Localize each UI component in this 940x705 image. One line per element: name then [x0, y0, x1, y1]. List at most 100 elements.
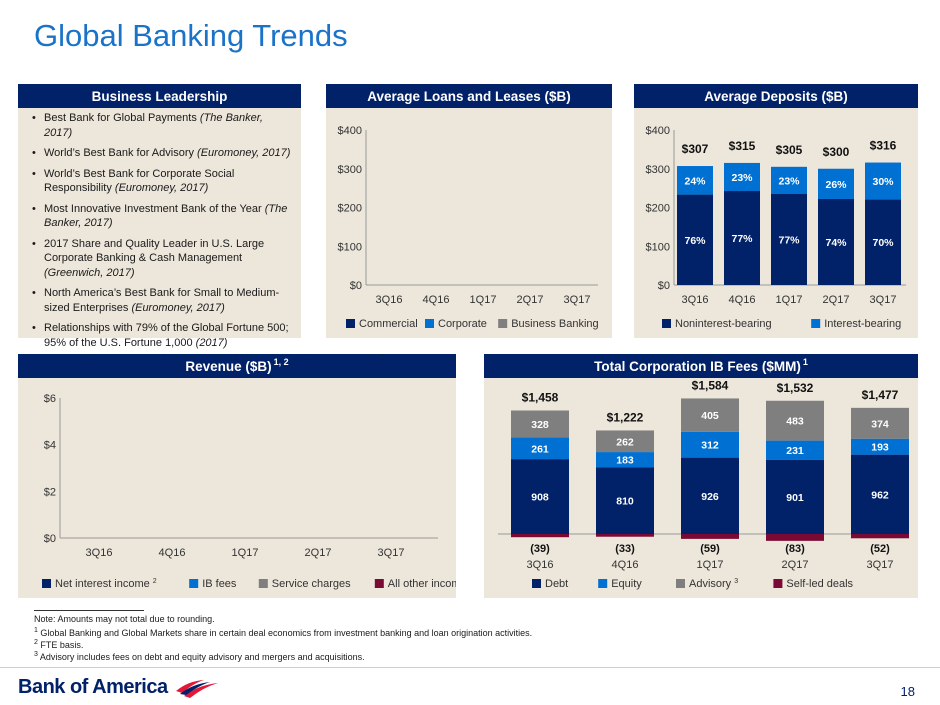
data-label: 0.5 [238, 354, 253, 357]
bar-segment [818, 168, 854, 199]
y-tick-label: $0 [44, 533, 56, 545]
leadership-item: North America’s Best Bank for Small to M… [30, 286, 292, 315]
loans-chart: $0$100$200$300$40016415318$3343Q16167153… [338, 84, 599, 330]
logo-wordmark: Bank of America [18, 676, 168, 698]
data-label: 77% [731, 233, 753, 245]
x-tick-label: 4Q16 [159, 547, 186, 559]
legend-swatch [598, 579, 608, 588]
revenue-panel [18, 354, 456, 598]
revenue-title-sup: 1, 2 [273, 357, 289, 367]
legend-label: Noninterest-bearing [675, 318, 772, 330]
data-label: 23% [731, 172, 753, 184]
x-tick-label: 1Q17 [776, 294, 803, 306]
y-tick-label: $100 [646, 241, 670, 253]
total-label: $1,532 [777, 381, 814, 395]
leadership-item-source: (2017) [195, 336, 228, 349]
x-tick-label: 3Q17 [870, 294, 897, 306]
data-label: 908 [531, 492, 549, 504]
legend-swatch [42, 579, 51, 588]
legend-swatch [498, 319, 508, 328]
bar-segment [851, 534, 909, 539]
legend-label: Interest-bearing [824, 318, 901, 330]
deposits-chart-header: Average Deposits ($B) [634, 84, 918, 108]
bar-segment [681, 534, 739, 539]
negative-label: (39) [530, 543, 550, 555]
x-tick-label: 1Q17 [232, 547, 259, 559]
leadership-item-source: (Greenwich, 2017) [44, 266, 135, 279]
data-label: 0.6 [165, 354, 180, 357]
total-label: $346 [564, 84, 591, 87]
total-label: $1,222 [607, 410, 644, 424]
total-label: $5.0 [233, 354, 257, 357]
bar-segment [596, 534, 654, 537]
total-label: $4.5 [160, 354, 184, 357]
data-label: 155 [474, 84, 492, 87]
data-label: 810 [616, 496, 634, 508]
data-label: 2.5 [165, 354, 180, 357]
footnote-1-text: Global Banking and Global Markets share … [40, 628, 533, 638]
y-tick-label: $400 [646, 125, 670, 137]
leadership-header: Business Leadership [18, 84, 301, 108]
y-tick-label: $300 [646, 164, 670, 176]
data-label: 169 [568, 84, 586, 87]
bar-segment [766, 400, 824, 441]
data-label: 261 [531, 443, 549, 455]
legend-label: Business Banking [511, 318, 598, 330]
y-tick-label: $300 [338, 164, 362, 176]
legend-label: Service charges [272, 578, 351, 590]
data-label: 901 [786, 492, 804, 504]
legend-label: Debt [545, 578, 568, 590]
leadership-item: World’s Best Bank for Advisory (Euromone… [30, 146, 292, 161]
data-label: 18 [571, 84, 583, 87]
bar-segment [511, 534, 569, 538]
data-label: 23% [778, 175, 800, 187]
x-tick-label: 2Q17 [823, 294, 850, 306]
data-label: 374 [871, 418, 889, 430]
total-label: $1,477 [862, 388, 899, 402]
data-label: 2.7 [311, 354, 326, 357]
data-label: 70% [872, 237, 894, 249]
data-label: 0.9 [238, 354, 253, 357]
bank-logo: Bank of America [18, 676, 220, 699]
bar-segment [681, 431, 739, 458]
total-label: $305 [776, 143, 803, 157]
data-label: 76% [684, 235, 706, 247]
data-label: 153 [380, 84, 398, 87]
y-tick-label: $400 [338, 125, 362, 137]
footnote-3-text: Advisory includes fees on debt and equit… [39, 652, 365, 662]
legend-label: Net interest income 2 [55, 578, 157, 590]
bar-segment [511, 410, 569, 438]
x-tick-label: 4Q16 [729, 294, 756, 306]
bar-segment [677, 194, 713, 285]
total-label: $4.7 [87, 354, 111, 357]
ibfees-title-text: Total Corporation IB Fees ($MM) [594, 358, 801, 374]
revenue-chart-header: Revenue ($B) 1, 2 [18, 354, 456, 378]
legend-swatch [425, 319, 434, 328]
total-label: $1,458 [522, 390, 559, 404]
leadership-item-text: Best Bank for Global Payments [44, 112, 200, 124]
x-tick-label: 2Q17 [517, 294, 544, 306]
legend-swatch [346, 319, 355, 328]
data-label: 18 [524, 84, 536, 87]
bar-segment [865, 162, 901, 200]
x-tick-label: 1Q17 [697, 559, 724, 571]
y-tick-label: $0 [658, 280, 670, 292]
bar-segment [851, 407, 909, 439]
data-label: 0.7 [165, 354, 180, 357]
data-label: 0.8 [384, 354, 399, 357]
leadership-item: Most Innovative Investment Bank of the Y… [30, 202, 292, 231]
x-tick-label: 3Q17 [564, 294, 591, 306]
total-label: $5.0 [306, 354, 330, 357]
data-label: 328 [531, 419, 549, 431]
legend-label: Self-led deals [786, 578, 853, 590]
data-label: 171 [521, 84, 539, 87]
data-label: 183 [616, 455, 634, 467]
deposits-chart: $0 $100 $200 $300 $400 76% 24% $307 3Q16 77% 23% $3… [646, 125, 906, 330]
y-tick-label: $200 [646, 203, 670, 215]
leadership-item-text: World’s Best Bank for Advisory [44, 147, 198, 159]
footnote-rule [34, 610, 144, 611]
legend-swatch [189, 579, 199, 588]
total-label: $316 [870, 139, 897, 153]
data-label: 30% [872, 176, 894, 188]
bar-segment [511, 437, 569, 460]
